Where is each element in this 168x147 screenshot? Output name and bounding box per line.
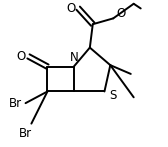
Text: Br: Br xyxy=(9,97,22,110)
Text: O: O xyxy=(66,2,75,15)
Text: O: O xyxy=(16,50,26,63)
Text: N: N xyxy=(69,51,78,64)
Text: Br: Br xyxy=(19,127,32,140)
Text: S: S xyxy=(110,89,117,102)
Text: O: O xyxy=(116,7,125,20)
